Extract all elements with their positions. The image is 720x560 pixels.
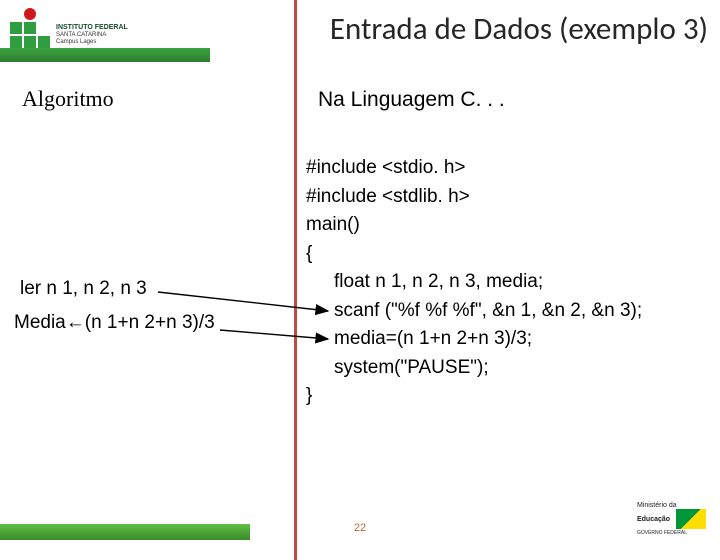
code-l4: { xyxy=(306,240,642,269)
mec-l2: Educação xyxy=(637,516,670,523)
mec-l1: Ministério da xyxy=(637,502,677,509)
code-l7: media=(n 1+n 2+n 3)/3; xyxy=(306,325,642,354)
content-area: Algoritmo Na Linguagem C. . . ler n 1, n… xyxy=(0,86,720,504)
code-l8: system("PAUSE"); xyxy=(306,354,642,383)
left-heading: Algoritmo xyxy=(22,86,114,112)
header-band xyxy=(0,48,210,62)
slide-title: Entrada de Dados (exemplo 3) xyxy=(330,10,708,48)
arrow-1 xyxy=(158,292,328,311)
code-l5: float n 1, n 2, n 3, media; xyxy=(306,268,642,297)
algo-line-1: ler n 1, n 2, n 3 xyxy=(20,278,147,300)
right-heading: Na Linguagem C. . . xyxy=(318,88,505,112)
code-l2: #include <stdlib. h> xyxy=(306,183,642,212)
code-l9: } xyxy=(306,382,642,411)
brazil-flag-icon xyxy=(676,509,706,529)
page-number: 22 xyxy=(354,522,366,534)
header: INSTITUTO FEDERAL SANTA CATARINA Campus … xyxy=(0,0,720,70)
mec-l3: GOVERNO FEDERAL xyxy=(637,530,687,536)
logo-sub2: Campus Lages xyxy=(56,39,128,46)
code-l1: #include <stdio. h> xyxy=(306,154,642,183)
footer-band xyxy=(0,524,250,540)
code-l3: main() xyxy=(306,211,642,240)
vertical-divider xyxy=(294,0,297,560)
logo-text: INSTITUTO FEDERAL SANTA CATARINA Campus … xyxy=(56,24,128,46)
code-l6: scanf ("%f %f %f", &n 1, &n 2, &n 3); xyxy=(306,297,642,326)
mec-logo: Ministério da Educação GOVERNO FEDERAL xyxy=(637,502,706,537)
algo-line-2: Media←(n 1+n 2+n 3)/3 xyxy=(14,312,215,334)
footer: 22 Ministério da Educação GOVERNO FEDERA… xyxy=(0,510,720,540)
code-block: #include <stdio. h> #include <stdlib. h>… xyxy=(306,154,642,411)
logo-main: INSTITUTO FEDERAL xyxy=(56,24,128,32)
logo-sub1: SANTA CATARINA xyxy=(56,32,128,39)
